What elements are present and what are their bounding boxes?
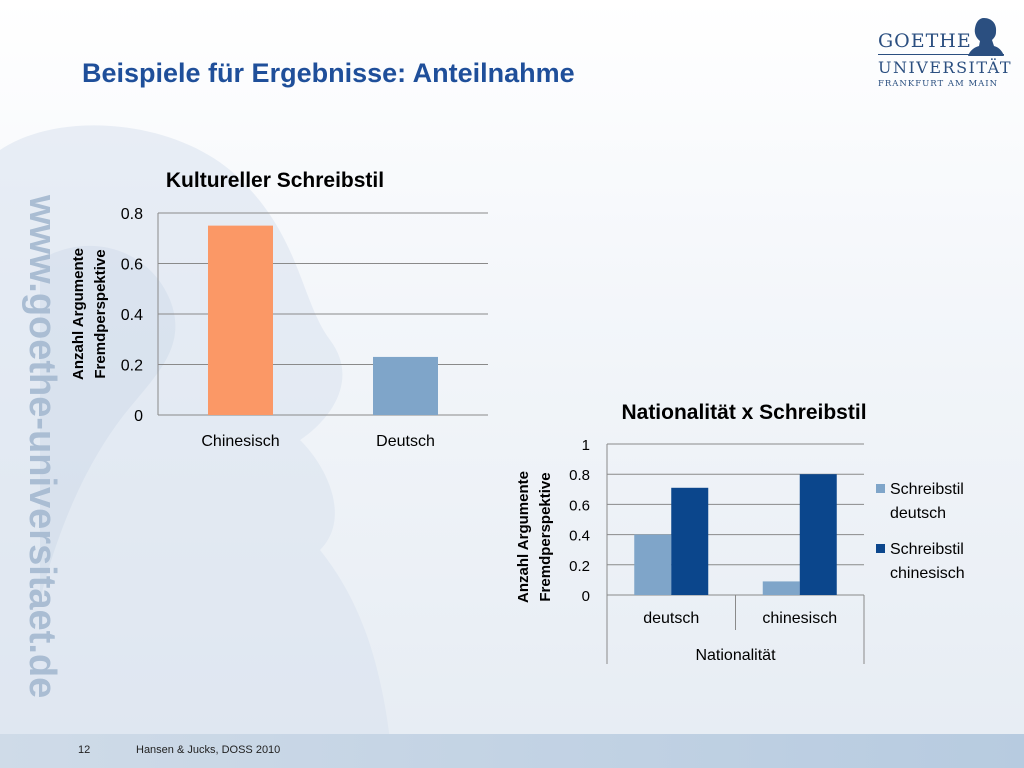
- x-axis-label: Nationalität: [695, 647, 776, 664]
- slide-title: Beispiele für Ergebnisse: Anteilnahme: [82, 58, 575, 88]
- y-tick-label: 1: [582, 437, 590, 454]
- bar-deutsch: [373, 356, 438, 415]
- x-tick-label: Deutsch: [376, 433, 435, 450]
- logo-line-2: UNIVERSITÄT: [878, 58, 1013, 77]
- chart-title: Nationalität x Schreibstil: [621, 401, 866, 424]
- y-tick-label: 0.6: [569, 497, 590, 514]
- x-tick-label: chinesisch: [762, 610, 837, 627]
- legend-swatch: [876, 544, 885, 553]
- university-logo: GOETHE UNIVERSITÄT FRANKFURT AM MAIN: [876, 16, 1011, 92]
- y-tick-label: 0.8: [569, 467, 590, 484]
- logo-divider: [878, 54, 1004, 55]
- x-tick-label: deutsch: [643, 610, 699, 627]
- y-tick-label: 0: [582, 588, 590, 605]
- logo-line-3: FRANKFURT AM MAIN: [878, 79, 999, 89]
- legend-label: chinesisch: [890, 565, 965, 582]
- y-axis-label-line: Fremdperspektive: [92, 249, 109, 378]
- citation: Hansen & Jucks, DOSS 2010: [136, 744, 281, 756]
- x-tick-label: Chinesisch: [201, 433, 279, 450]
- logo-line-1: GOETHE: [878, 30, 972, 52]
- bar-chinesisch-series-1: [762, 581, 800, 595]
- legend-swatch: [876, 484, 885, 493]
- y-tick-label: 0.2: [121, 358, 143, 375]
- y-axis-label-line: Anzahl Argumente: [70, 248, 87, 380]
- bar-deutsch-series-2: [671, 487, 709, 595]
- y-tick-label: 0.8: [121, 206, 143, 223]
- y-tick-label: 0.2: [569, 558, 590, 575]
- y-axis-label: Anzahl Argumente Fremdperspektive: [70, 248, 109, 380]
- goethe-portrait-icon: [968, 18, 1004, 56]
- footer-bar: 12 Hansen & Jucks, DOSS 2010: [0, 734, 1024, 768]
- bar-chinesisch: [208, 225, 273, 415]
- y-tick-label: 0.4: [121, 307, 143, 324]
- y-tick-label: 0.6: [121, 257, 143, 274]
- legend-label: Schreibstil: [890, 541, 964, 558]
- website-watermark: www.goethe-universitaet.de: [21, 195, 63, 699]
- legend-label: Schreibstil: [890, 481, 964, 498]
- legend-label: deutsch: [890, 505, 946, 522]
- y-axis-label: Anzahl Argumente Fremdperspektive: [515, 471, 554, 603]
- y-axis-label-line: Fremdperspektive: [537, 472, 554, 601]
- y-tick-label: 0: [134, 408, 143, 425]
- page-number: 12: [78, 744, 91, 756]
- y-tick-label: 0.4: [569, 528, 590, 545]
- chart-title: Kultureller Schreibstil: [166, 169, 384, 192]
- bar-deutsch-series-1: [634, 534, 672, 595]
- y-axis-label-line: Anzahl Argumente: [515, 471, 532, 603]
- bar-chinesisch-series-2: [799, 474, 837, 595]
